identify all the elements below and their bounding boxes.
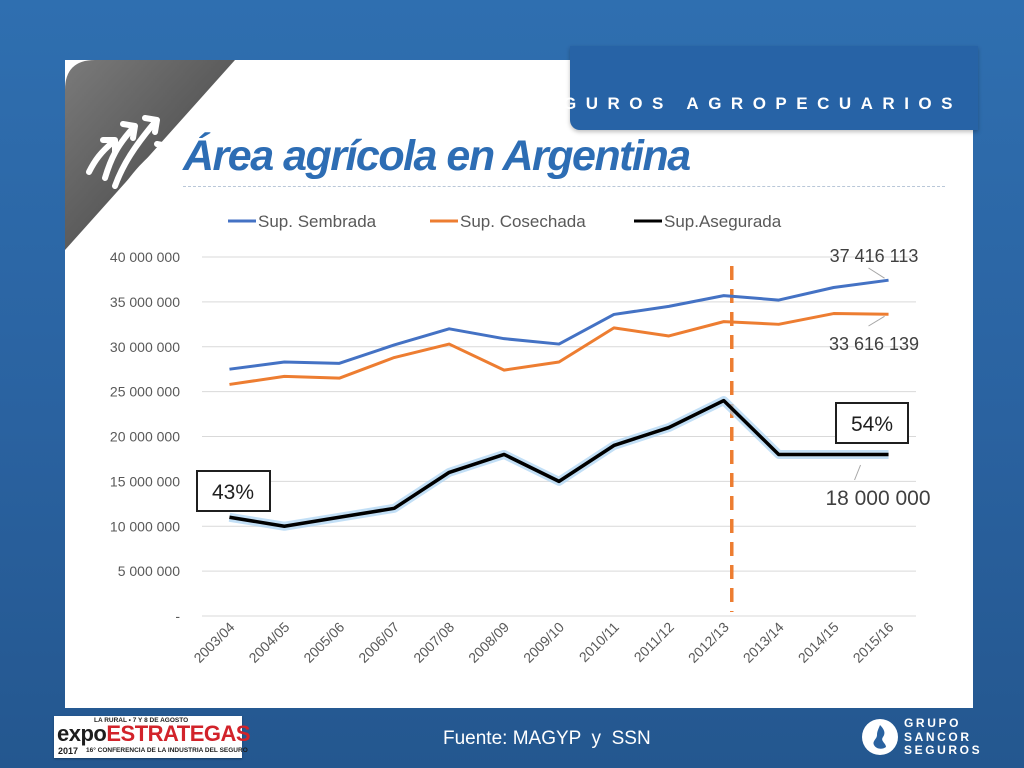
x-tick-label: 2009/10 [520, 619, 567, 666]
logo-wordmark: expoESTRATEGAS [57, 721, 251, 746]
y-tick-label: 15 000 000 [110, 473, 180, 489]
slide-panel [65, 60, 973, 708]
source-text: Fuente: MAGYP y SSN [443, 728, 651, 749]
end-pct-label: 54% [851, 413, 893, 436]
data-label-cosechada: 33 616 139 [829, 334, 919, 354]
legend-item-cosechada: Sup. Cosechada [460, 212, 586, 231]
x-tick-label: 2012/13 [685, 619, 732, 666]
start-pct-label: 43% [212, 481, 254, 504]
expo-estrategas-logo: LA RURAL • 7 Y 8 DE AGOSTO expoESTRATEGA… [54, 716, 251, 758]
y-tick-label: 20 000 000 [110, 429, 180, 445]
legend-item-sembrada: Sup. Sembrada [258, 212, 377, 231]
series-line-asegurada [229, 398, 889, 528]
start-pct-box [196, 470, 271, 512]
header-banner: SEGUROS AGROPECUARIOS [521, 46, 978, 130]
data-label-sembrada: 37 416 113 [830, 246, 919, 266]
x-tick-label: 2007/08 [410, 619, 457, 666]
y-tick-label: 40 000 000 [110, 249, 180, 265]
y-tick-label: - [175, 608, 180, 624]
corner-badge [65, 60, 235, 250]
logo-conference: 16° CONFERENCIA DE LA INDUSTRIA DEL SEGU… [86, 747, 248, 754]
y-tick-label: 5 000 000 [118, 563, 180, 579]
logo-top-line: LA RURAL • 7 Y 8 DE AGOSTO [94, 717, 189, 724]
logo-word-a: expo [57, 721, 107, 746]
sancor-line-3: SEGUROS [904, 743, 983, 757]
x-tick-label: 2004/05 [245, 619, 292, 666]
x-tick-label: 2008/09 [465, 619, 512, 666]
series-line-cosechada [229, 312, 889, 386]
x-tick-label: 2011/12 [631, 619, 678, 666]
y-tick-label: 25 000 000 [110, 384, 180, 400]
x-tick-label: 2006/07 [355, 619, 402, 666]
x-tick-label: 2005/06 [300, 619, 347, 666]
title-divider [183, 186, 945, 187]
sancor-emblem-icon [862, 719, 898, 755]
sancor-logo: GRUPO SANCOR SEGUROS [862, 715, 982, 761]
y-tick-label: 30 000 000 [110, 339, 180, 355]
x-tick-label: 2015/16 [850, 619, 897, 666]
end-pct-box [835, 402, 909, 444]
x-tick-label: 2010/11 [576, 619, 623, 666]
logo-year: 2017 [58, 746, 79, 756]
x-tick-label: 2013/14 [740, 619, 787, 666]
x-tick-label: 2003/04 [190, 619, 237, 666]
leader-line-cosechada [868, 315, 885, 327]
y-tick-label: 10 000 000 [110, 518, 180, 534]
data-label-asegurada: 18 000 000 [825, 487, 930, 510]
sancor-line-2: SANCOR [904, 729, 972, 744]
banner-text: SEGUROS AGROPECUARIOS [521, 94, 962, 113]
series-line-sembrada [229, 278, 889, 371]
leader-line-sembrada [868, 267, 885, 279]
page-title: Área agrícola en Argentina [183, 132, 691, 180]
legend-item-asegurada: Sup.Asegurada [664, 212, 782, 231]
series-glow-asegurada [228, 396, 889, 531]
sancor-line-1: GRUPO [904, 716, 962, 730]
y-tick-label: 35 000 000 [110, 294, 180, 310]
sancor-text: GRUPO SANCOR SEGUROS [904, 716, 983, 758]
x-tick-label: 2014/15 [795, 619, 842, 666]
logo-word-b: ESTRATEGAS [106, 721, 251, 746]
arrows-up-icon [65, 60, 235, 250]
leader-line-asegurada [854, 464, 862, 481]
